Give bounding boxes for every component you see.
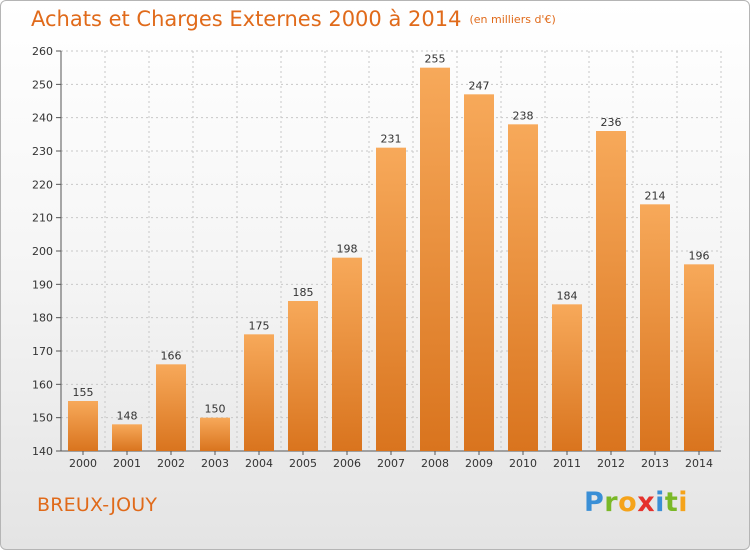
- data-label: 166: [161, 349, 182, 362]
- x-tick-label: 2005: [289, 457, 317, 470]
- bar-2009: [464, 94, 494, 451]
- bar-2012: [596, 131, 626, 451]
- bar-2006: [332, 257, 362, 451]
- logo-letter: o: [618, 487, 638, 518]
- logo-letter: i: [678, 487, 689, 518]
- logo-letter: r: [604, 487, 619, 518]
- chart-title-block: Achats et Charges Externes 2000 à 2014 (e…: [31, 7, 556, 31]
- y-tick-label: 250: [32, 78, 53, 91]
- y-tick-label: 210: [32, 212, 53, 225]
- tick-labels: 140 150 160 170 180 190 200 210 220 230 240 250 260 2…: [32, 45, 713, 470]
- bar-2008: [420, 67, 450, 452]
- bar-2001: [112, 424, 142, 451]
- bar-2010: [508, 124, 538, 451]
- bar-2014: [684, 264, 714, 451]
- logo-letter: x: [637, 487, 656, 518]
- data-label: 148: [117, 409, 138, 422]
- bar-2005: [288, 301, 318, 451]
- x-tick-label: 2010: [509, 457, 537, 470]
- x-tick-label: 2006: [333, 457, 361, 470]
- y-tick-label: 230: [32, 145, 53, 158]
- logo-letter: P: [584, 487, 605, 518]
- y-tick-label: 240: [32, 112, 53, 125]
- x-tick-label: 2004: [245, 457, 273, 470]
- x-tick-label: 2001: [113, 457, 141, 470]
- y-tick-label: 190: [32, 278, 53, 291]
- x-tick-label: 2008: [421, 457, 449, 470]
- x-tick-label: 2011: [553, 457, 581, 470]
- y-tick-label: 180: [32, 312, 53, 325]
- data-label: 185: [293, 286, 314, 299]
- x-tick-label: 2013: [641, 457, 669, 470]
- commune-name: BREUX-JOUY: [37, 494, 158, 516]
- x-tick-label: 2007: [377, 457, 405, 470]
- data-label: 150: [205, 403, 226, 416]
- x-tick-label: 2014: [685, 457, 713, 470]
- bar-2002: [156, 364, 186, 451]
- data-label: 198: [337, 243, 358, 256]
- y-tick-label: 140: [32, 445, 53, 458]
- data-label: 247: [469, 79, 490, 92]
- chart-title: Achats et Charges Externes 2000 à 2014: [31, 7, 462, 31]
- data-label: 236: [601, 116, 622, 129]
- bar-2013: [640, 204, 670, 451]
- logo-letter: i: [655, 487, 665, 518]
- data-label: 155: [73, 386, 94, 399]
- y-tick-label: 170: [32, 345, 53, 358]
- data-label: 238: [513, 109, 534, 122]
- y-tick-label: 220: [32, 178, 53, 191]
- bar-2007: [376, 147, 406, 451]
- x-tick-label: 2003: [201, 457, 229, 470]
- data-label: 255: [425, 53, 446, 66]
- data-label: 184: [557, 289, 578, 302]
- y-tick-label: 200: [32, 245, 53, 258]
- x-tick-label: 2012: [597, 457, 625, 470]
- bar-2000: [68, 401, 98, 451]
- y-tick-label: 150: [32, 412, 53, 425]
- y-tick-label: 160: [32, 378, 53, 391]
- y-tick-label: 260: [32, 45, 53, 58]
- bars: [68, 67, 714, 452]
- data-label: 196: [689, 249, 710, 262]
- bar-2003: [200, 417, 230, 451]
- bar-2011: [552, 304, 582, 451]
- x-tick-label: 2002: [157, 457, 185, 470]
- data-label: 175: [249, 319, 270, 332]
- chart-subtitle: (en milliers d'€): [469, 13, 556, 26]
- data-label: 214: [645, 189, 666, 202]
- data-label: 231: [381, 133, 402, 146]
- logo-letter: t: [664, 487, 679, 518]
- x-tick-label: 2009: [465, 457, 493, 470]
- bar-2004: [244, 334, 274, 451]
- proxiti-logo: Proxiti: [584, 487, 688, 518]
- x-tick-label: 2000: [69, 457, 97, 470]
- data-labels: 155 148 166 150 175 185 198 231 255 247 238 184 236 2…: [73, 53, 710, 423]
